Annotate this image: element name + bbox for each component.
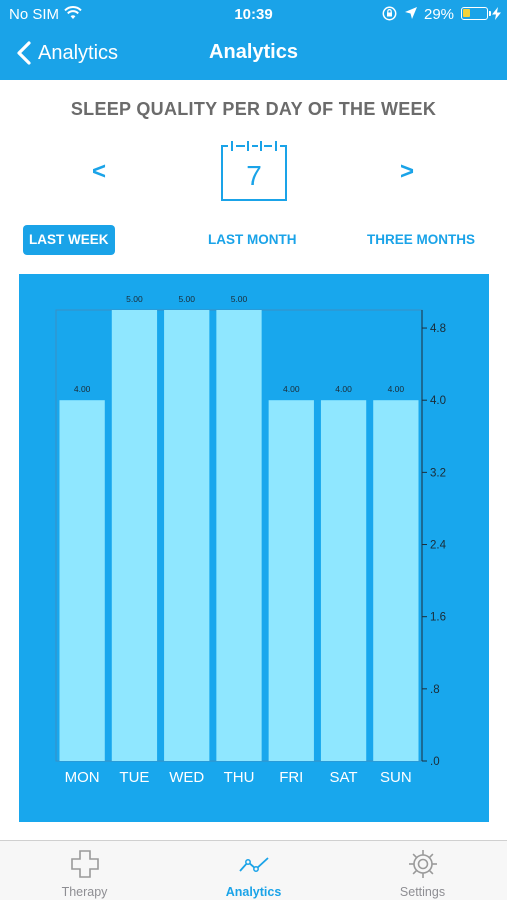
data-label: 5.00 — [231, 294, 248, 304]
x-category-label: FRI — [279, 769, 303, 786]
chart-heading: SLEEP QUALITY PER DAY OF THE WEEK — [70, 99, 437, 119]
sleep-quality-chart: .0 .8 1.6 2.4 3.2 4.0 4.8 4.00 MON 5.00 TUE 5.00 WED… — [19, 274, 489, 822]
back-label: Analytics — [38, 41, 119, 64]
data-label: 4.00 — [74, 384, 91, 394]
bar-mon — [59, 400, 105, 761]
bar-sat — [320, 400, 367, 761]
gear-icon — [409, 850, 437, 878]
y-tick-label: 2.4 — [430, 540, 447, 552]
x-category-label: SUN — [380, 769, 412, 786]
charging-bolt-icon — [492, 7, 501, 20]
calendar-day: 7 — [246, 160, 262, 191]
previous-week-button[interactable]: < — [92, 158, 107, 185]
x-category-label: TUE — [119, 769, 149, 786]
x-category-label: SAT — [330, 769, 358, 786]
wifi-icon — [64, 6, 82, 19]
page-title: Analytics — [209, 41, 298, 63]
tab-settings[interactable]: Settings — [338, 841, 507, 900]
tab-analytics[interactable]: Analytics — [169, 841, 338, 900]
back-button[interactable]: Analytics — [14, 38, 118, 68]
calendar-icon[interactable]: 7 — [220, 140, 288, 202]
top-bar: No SIM 10:39 29% Analytics Analytics — [0, 0, 507, 80]
next-week-button[interactable]: > — [400, 158, 415, 185]
calendar-frame — [221, 141, 287, 201]
tab-label: Analytics — [225, 885, 282, 899]
bar-thu — [216, 310, 262, 761]
x-category-label: MON — [65, 769, 100, 786]
clock: 10:39 — [234, 6, 273, 23]
last-month-button[interactable]: LAST MONTH — [208, 232, 297, 247]
last-week-button[interactable]: LAST WEEK — [23, 225, 115, 255]
battery-percent: 29% — [424, 6, 455, 23]
tab-therapy[interactable]: Therapy — [0, 841, 169, 900]
three-months-button[interactable]: THREE MONTHS — [367, 232, 475, 247]
y-tick-label: .8 — [430, 684, 440, 696]
data-label: 5.00 — [178, 294, 195, 304]
bar-sun — [373, 400, 419, 761]
cross-icon — [71, 850, 99, 878]
data-label: 4.00 — [388, 384, 405, 394]
data-label: 4.00 — [283, 384, 300, 394]
y-tick-label: 3.2 — [430, 467, 446, 479]
y-tick-label: 4.0 — [430, 395, 446, 407]
x-category-label: WED — [169, 769, 204, 786]
x-category-label: THU — [224, 769, 255, 786]
carrier-label: No SIM — [9, 6, 60, 23]
tab-label: Therapy — [61, 885, 108, 899]
line-chart-icon — [239, 857, 269, 872]
bar-chart: .0 .8 1.6 2.4 3.2 4.0 4.8 4.00 MON 5.00 TUE 5.00 WED… — [55, 294, 447, 786]
tab-bar: Therapy Analytics Settings — [0, 840, 507, 900]
data-label: 4.00 — [335, 384, 352, 394]
chevron-left-icon — [17, 41, 31, 65]
location-arrow-icon — [405, 7, 417, 19]
y-tick-label: .0 — [430, 756, 440, 768]
bar-wed — [164, 310, 210, 761]
bar-tue — [111, 310, 158, 761]
status-bar: No SIM 10:39 29% — [0, 0, 507, 28]
bar-fri — [268, 400, 314, 761]
battery-icon — [461, 7, 491, 20]
y-tick-label: 1.6 — [430, 612, 446, 624]
y-tick-label: 4.8 — [430, 323, 446, 335]
tab-label: Settings — [399, 885, 446, 899]
rotation-lock-icon — [382, 6, 397, 21]
data-label: 5.00 — [126, 294, 143, 304]
